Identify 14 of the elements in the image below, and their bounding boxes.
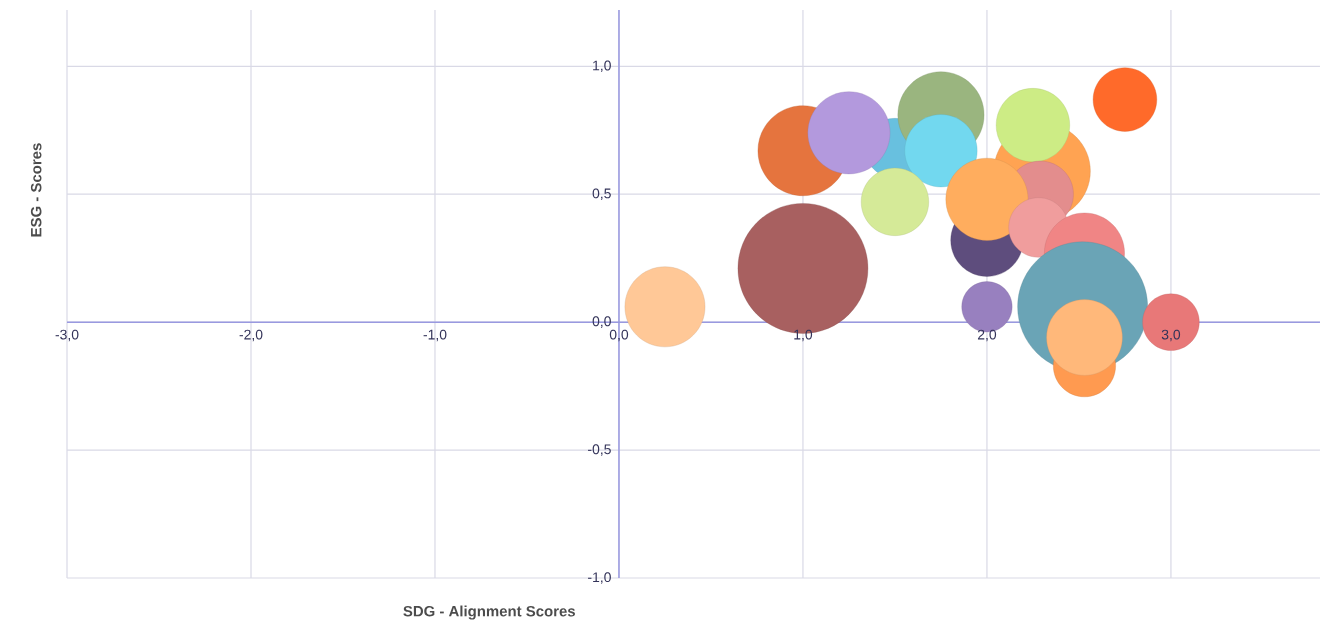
x-tick-label: 1,0 xyxy=(794,329,813,342)
y-tick-label: 0,5 xyxy=(592,188,611,200)
y-tick-label: -1,0 xyxy=(588,572,611,584)
x-tick-label: 0,0 xyxy=(609,329,629,342)
y-tick-label: -0,5 xyxy=(588,444,611,456)
y-tick-label: 1,0 xyxy=(593,60,611,73)
y-tick-label: 0,0 xyxy=(592,316,611,328)
x-tick-label: -3,0 xyxy=(55,329,79,342)
x-tick-label: 2,0 xyxy=(977,329,997,342)
x-axis-title: SDG - Alignment Scores xyxy=(403,605,575,620)
x-tick-label: 3,0 xyxy=(1161,329,1181,342)
y-axis-title: ESG - Scores xyxy=(30,143,42,237)
x-tick-label: -1,0 xyxy=(423,329,447,342)
x-tick-label: -2,0 xyxy=(239,329,263,342)
